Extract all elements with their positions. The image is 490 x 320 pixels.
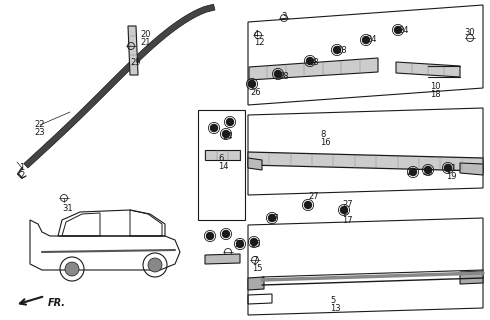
Text: 27: 27 bbox=[268, 214, 279, 223]
Text: 29: 29 bbox=[130, 58, 141, 67]
Text: 25: 25 bbox=[422, 168, 433, 177]
Circle shape bbox=[334, 46, 341, 53]
Text: 10: 10 bbox=[430, 82, 441, 91]
Circle shape bbox=[222, 131, 229, 138]
Text: 25: 25 bbox=[234, 240, 245, 249]
Circle shape bbox=[304, 202, 312, 209]
Circle shape bbox=[394, 27, 401, 34]
Text: FR.: FR. bbox=[48, 298, 66, 308]
Text: 3: 3 bbox=[281, 12, 286, 21]
Circle shape bbox=[226, 118, 234, 125]
Text: 8: 8 bbox=[320, 130, 325, 139]
Text: 12: 12 bbox=[254, 38, 265, 47]
Text: 24: 24 bbox=[398, 26, 409, 35]
Circle shape bbox=[222, 230, 229, 237]
Text: 21: 21 bbox=[140, 38, 150, 47]
Text: 25: 25 bbox=[250, 240, 261, 249]
Text: 2: 2 bbox=[19, 171, 24, 180]
Text: 28: 28 bbox=[308, 58, 318, 67]
Polygon shape bbox=[248, 152, 483, 171]
Text: 27: 27 bbox=[308, 192, 318, 201]
Text: 9: 9 bbox=[342, 208, 347, 217]
Text: 31: 31 bbox=[62, 204, 73, 213]
Polygon shape bbox=[249, 58, 378, 80]
Circle shape bbox=[237, 241, 244, 247]
Text: 30: 30 bbox=[464, 28, 475, 37]
Text: 28: 28 bbox=[336, 46, 346, 55]
Text: 22: 22 bbox=[34, 120, 45, 129]
Polygon shape bbox=[128, 26, 138, 75]
Text: 14: 14 bbox=[218, 162, 228, 171]
Circle shape bbox=[424, 166, 432, 173]
Polygon shape bbox=[24, 4, 215, 168]
Text: 1: 1 bbox=[19, 163, 24, 172]
Text: 24: 24 bbox=[222, 132, 232, 141]
Circle shape bbox=[444, 164, 451, 172]
Polygon shape bbox=[396, 62, 460, 77]
Circle shape bbox=[307, 58, 314, 65]
Text: 28: 28 bbox=[278, 72, 289, 81]
Circle shape bbox=[274, 70, 281, 77]
Text: 7: 7 bbox=[252, 256, 257, 265]
Text: 11: 11 bbox=[446, 164, 457, 173]
Text: 4: 4 bbox=[254, 30, 259, 39]
Polygon shape bbox=[205, 254, 240, 264]
Text: 6: 6 bbox=[218, 154, 223, 163]
Text: 26: 26 bbox=[250, 88, 261, 97]
Circle shape bbox=[65, 262, 79, 276]
Polygon shape bbox=[460, 163, 483, 175]
Circle shape bbox=[363, 36, 369, 44]
Circle shape bbox=[148, 258, 162, 272]
Text: 13: 13 bbox=[330, 304, 341, 313]
Polygon shape bbox=[205, 150, 240, 160]
Polygon shape bbox=[248, 158, 262, 170]
Text: 15: 15 bbox=[252, 264, 263, 273]
Text: 23: 23 bbox=[34, 128, 45, 137]
Circle shape bbox=[341, 206, 347, 213]
Circle shape bbox=[211, 124, 218, 132]
Circle shape bbox=[269, 214, 275, 221]
Text: 20: 20 bbox=[140, 30, 150, 39]
Polygon shape bbox=[248, 277, 264, 290]
Circle shape bbox=[410, 169, 416, 175]
Text: 24: 24 bbox=[366, 35, 376, 44]
Text: 16: 16 bbox=[320, 138, 331, 147]
Polygon shape bbox=[460, 271, 483, 284]
Text: 25: 25 bbox=[406, 168, 416, 177]
Text: 19: 19 bbox=[446, 172, 457, 181]
Circle shape bbox=[248, 81, 255, 87]
Circle shape bbox=[250, 238, 258, 245]
Text: 17: 17 bbox=[342, 216, 353, 225]
Circle shape bbox=[206, 233, 214, 239]
Text: 5: 5 bbox=[330, 296, 335, 305]
Text: 27: 27 bbox=[342, 200, 353, 209]
Text: 18: 18 bbox=[430, 90, 441, 99]
